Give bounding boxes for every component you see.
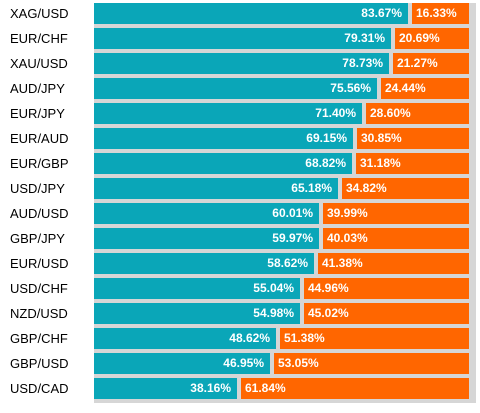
pair-label: GBP/USD: [10, 356, 69, 371]
bar-row: EUR/CHF 79.31% 20.69%: [0, 28, 480, 53]
short-value-label: 51.38%: [284, 331, 325, 345]
long-value-label: 69.15%: [306, 131, 347, 145]
short-bar: [342, 178, 469, 199]
long-bar: [94, 278, 300, 299]
long-value-label: 79.31%: [344, 31, 385, 45]
pair-label: NZD/USD: [10, 306, 68, 321]
short-value-label: 61.84%: [245, 381, 286, 395]
long-bar: [94, 328, 276, 349]
bar-row: XAG/USD 83.67% 16.33%: [0, 3, 480, 28]
short-value-label: 20.69%: [399, 31, 440, 45]
short-bar: [318, 253, 469, 274]
bar-row: USD/JPY 65.18% 34.82%: [0, 178, 480, 203]
short-value-label: 45.02%: [308, 306, 349, 320]
short-value-label: 31.18%: [360, 156, 401, 170]
long-value-label: 55.04%: [253, 281, 294, 295]
long-value-label: 60.01%: [272, 206, 313, 220]
long-bar: [94, 103, 362, 124]
short-bar: [357, 128, 469, 149]
long-value-label: 65.18%: [291, 181, 332, 195]
long-bar: [94, 153, 352, 174]
short-bar: [366, 103, 469, 124]
long-bar: [94, 28, 391, 49]
pair-label: GBP/CHF: [10, 331, 68, 346]
long-bar: [94, 203, 319, 224]
bar-row: EUR/AUD 69.15% 30.85%: [0, 128, 480, 153]
long-value-label: 75.56%: [330, 81, 371, 95]
short-value-label: 44.96%: [308, 281, 349, 295]
bar-row: AUD/JPY 75.56% 24.44%: [0, 78, 480, 103]
bar-row: NZD/USD 54.98% 45.02%: [0, 303, 480, 328]
short-bar: [395, 28, 469, 49]
long-bar: [94, 128, 353, 149]
pair-label: EUR/USD: [10, 256, 69, 271]
short-bar: [241, 378, 469, 399]
long-value-label: 48.62%: [229, 331, 270, 345]
short-bar: [274, 353, 469, 374]
long-bar: [94, 53, 389, 74]
bar-row: USD/CAD 38.16% 61.84%: [0, 378, 480, 403]
short-value-label: 41.38%: [322, 256, 363, 270]
bar-row: AUD/USD 60.01% 39.99%: [0, 203, 480, 228]
short-bar: [323, 228, 469, 249]
short-bar: [304, 278, 469, 299]
bar-row: USD/CHF 55.04% 44.96%: [0, 278, 480, 303]
pair-label: USD/JPY: [10, 181, 65, 196]
long-value-label: 46.95%: [223, 356, 264, 370]
bar-row: GBP/JPY 59.97% 40.03%: [0, 228, 480, 253]
long-bar: [94, 353, 270, 374]
short-value-label: 39.99%: [327, 206, 368, 220]
long-value-label: 54.98%: [253, 306, 294, 320]
short-value-label: 21.27%: [397, 56, 438, 70]
short-value-label: 16.33%: [416, 6, 457, 20]
short-bar: [412, 3, 469, 24]
short-value-label: 30.85%: [361, 131, 402, 145]
pair-label: USD/CHF: [10, 281, 68, 296]
long-value-label: 78.73%: [342, 56, 383, 70]
pair-label: XAG/USD: [10, 6, 69, 21]
long-value-label: 59.97%: [272, 231, 313, 245]
pair-label: AUD/JPY: [10, 81, 65, 96]
pair-label: EUR/CHF: [10, 31, 68, 46]
bar-row: XAU/USD 78.73% 21.27%: [0, 53, 480, 78]
long-bar: [94, 3, 408, 24]
long-bar: [94, 378, 237, 399]
pair-label: AUD/USD: [10, 206, 69, 221]
bar-row: EUR/JPY 71.40% 28.60%: [0, 103, 480, 128]
pair-label: EUR/JPY: [10, 106, 65, 121]
long-bar: [94, 78, 377, 99]
long-bar: [94, 253, 314, 274]
bar-row: GBP/USD 46.95% 53.05%: [0, 353, 480, 378]
long-value-label: 71.40%: [315, 106, 356, 120]
long-bar: [94, 303, 300, 324]
pair-label: EUR/AUD: [10, 131, 69, 146]
pair-label: EUR/GBP: [10, 156, 69, 171]
bar-row: GBP/CHF 48.62% 51.38%: [0, 328, 480, 353]
short-value-label: 24.44%: [385, 81, 426, 95]
pair-label: USD/CAD: [10, 381, 69, 396]
short-value-label: 34.82%: [346, 181, 387, 195]
short-value-label: 28.60%: [370, 106, 411, 120]
short-bar: [280, 328, 469, 349]
pair-label: GBP/JPY: [10, 231, 65, 246]
short-value-label: 40.03%: [327, 231, 368, 245]
short-bar: [356, 153, 469, 174]
short-value-label: 53.05%: [278, 356, 319, 370]
long-bar: [94, 228, 319, 249]
long-value-label: 38.16%: [190, 381, 231, 395]
bar-row: EUR/GBP 68.82% 31.18%: [0, 153, 480, 178]
short-bar: [323, 203, 469, 224]
pair-label: XAU/USD: [10, 56, 68, 71]
bar-row: EUR/USD 58.62% 41.38%: [0, 253, 480, 278]
long-bar: [94, 178, 338, 199]
short-bar: [381, 78, 469, 99]
short-bar: [304, 303, 469, 324]
long-value-label: 58.62%: [267, 256, 308, 270]
short-bar: [393, 53, 469, 74]
long-value-label: 83.67%: [361, 6, 402, 20]
long-value-label: 68.82%: [305, 156, 346, 170]
